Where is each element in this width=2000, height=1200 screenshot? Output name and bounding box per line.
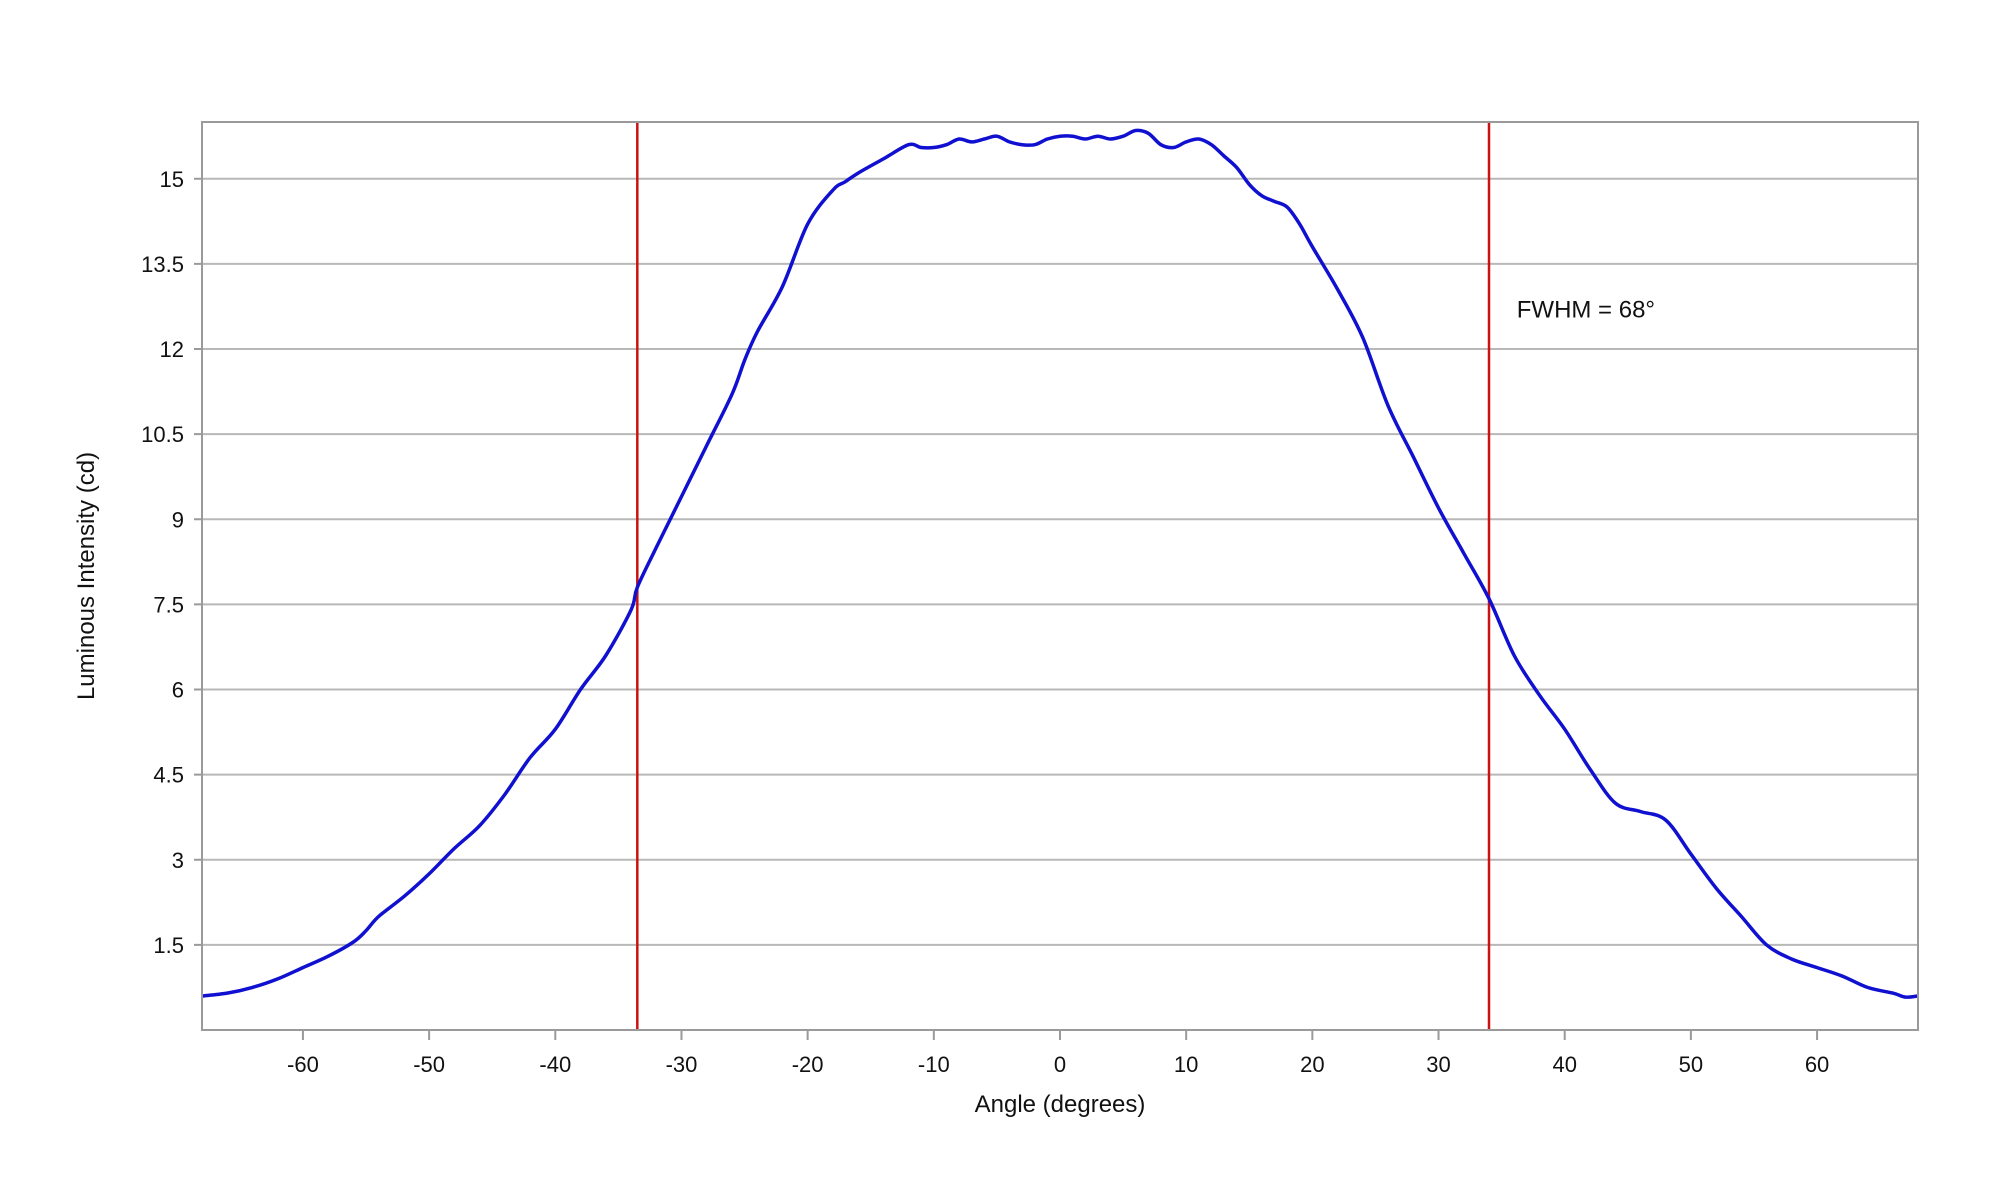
y-axis-label: Luminous Intensity (cd) [73,452,100,700]
x-axis: -60 -50 -40 -30 -20 -10 0 10 20 30 40 50 60 [287,1030,1829,1077]
y-tick-label: 13.5 [141,252,184,277]
y-tick-label: 9 [172,507,184,532]
y-tick-label: 12 [160,337,184,362]
x-tick-label: 30 [1426,1052,1450,1077]
x-tick-label: -40 [539,1052,571,1077]
x-tick-label: 20 [1300,1052,1324,1077]
plot-frame [201,121,1919,1031]
y-tick-label: 4.5 [153,763,184,788]
x-tick-label: 0 [1054,1052,1066,1077]
y-tick-label: 10.5 [141,422,184,447]
y-tick-label: 3 [172,848,184,873]
y-axis: 1.5 3 4.5 6 7.5 9 10.5 12 13.5 15 [141,167,202,958]
x-tick-label: -10 [918,1052,950,1077]
y-tick-label: 7.5 [153,592,184,617]
fwhm-markers [636,122,1491,1030]
x-tick-label: -60 [287,1052,319,1077]
x-tick-label: 50 [1679,1052,1703,1077]
x-tick-label: 10 [1174,1052,1198,1077]
x-tick-label: -30 [666,1052,698,1077]
x-tick-label: 60 [1805,1052,1829,1077]
series-layer [201,128,1919,999]
intensity-series-line [201,128,1919,999]
y-tick-label: 15 [160,167,184,192]
x-tick-label: -50 [413,1052,445,1077]
x-tick-label: 40 [1552,1052,1576,1077]
fwhm-annotation: FWHM = 68° [1517,296,1655,323]
y-tick-label: 1.5 [153,933,184,958]
x-tick-label: -20 [792,1052,824,1077]
grid-lines [202,177,1918,946]
x-axis-label: Angle (degrees) [975,1091,1146,1118]
y-tick-label: 6 [172,678,184,703]
